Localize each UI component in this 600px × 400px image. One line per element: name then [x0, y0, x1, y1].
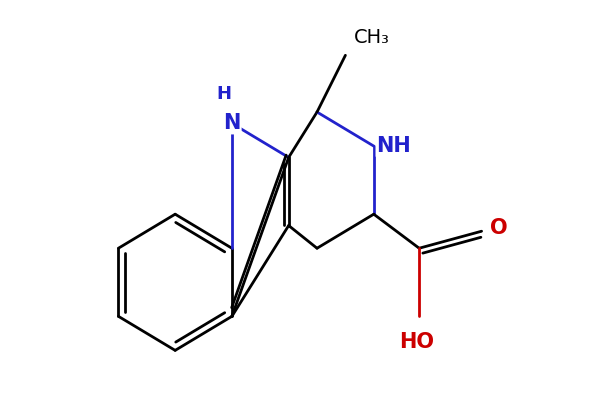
- Text: H: H: [216, 85, 231, 103]
- Text: HO: HO: [399, 332, 434, 352]
- Text: NH: NH: [377, 136, 412, 156]
- Text: O: O: [490, 218, 508, 238]
- Text: CH₃: CH₃: [354, 28, 390, 47]
- Text: N: N: [223, 113, 241, 133]
